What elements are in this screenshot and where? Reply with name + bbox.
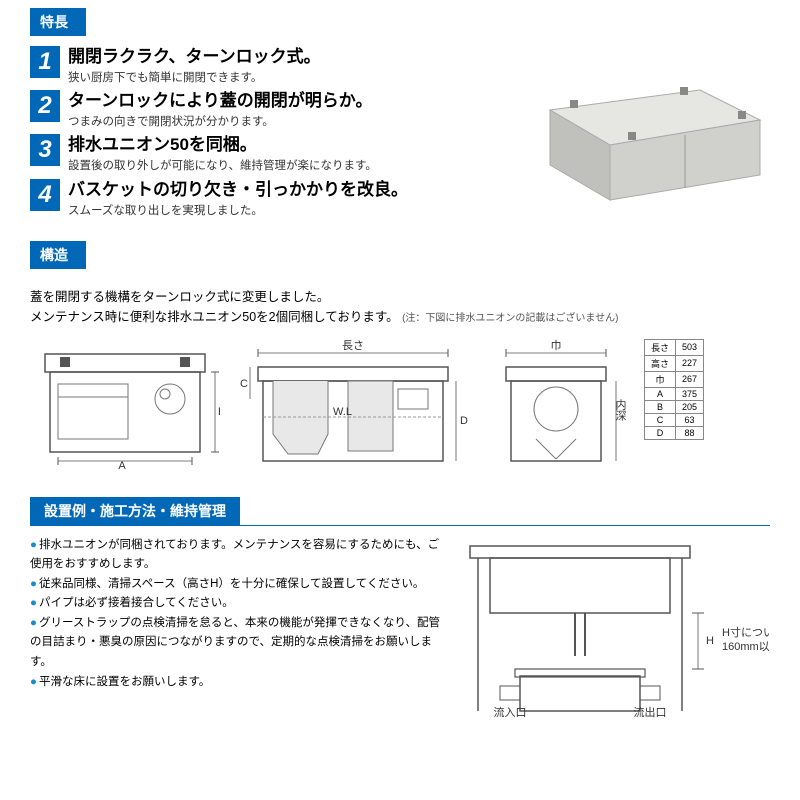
feature-number: 1 bbox=[30, 46, 60, 78]
svg-text:B: B bbox=[218, 406, 220, 418]
table-row: 巾267 bbox=[645, 371, 704, 387]
product-image bbox=[520, 60, 770, 210]
svg-text:160mm以上: 160mm以上 bbox=[722, 640, 770, 653]
table-row: D88 bbox=[645, 426, 704, 439]
table-row: C63 bbox=[645, 413, 704, 426]
svg-text:内深: 内深 bbox=[614, 397, 626, 420]
install-diagram: 流入口 流出口 H H寸について 160mm以上 bbox=[460, 536, 770, 729]
svg-text:流出口: 流出口 bbox=[634, 705, 667, 719]
svg-text:H: H bbox=[706, 635, 714, 647]
table-row: A375 bbox=[645, 387, 704, 400]
structure-line: メンテナンス時に便利な排水ユニオン50を2個同梱しております。 bbox=[30, 310, 399, 324]
svg-text:巾: 巾 bbox=[551, 339, 562, 352]
svg-text:W.L: W.L bbox=[333, 406, 352, 418]
table-row: 高さ227 bbox=[645, 355, 704, 371]
table-row: B205 bbox=[645, 400, 704, 413]
svg-text:D: D bbox=[460, 415, 468, 427]
section-underline bbox=[30, 525, 770, 526]
structure-text: 蓋を開閉する機構をターンロック式に変更しました。 メンテナンス時に便利な排水ユニ… bbox=[30, 287, 770, 327]
svg-text:流入口: 流入口 bbox=[494, 705, 527, 719]
install-bullet: ●グリーストラップの点検清掃を怠ると、本来の機能が発揮できなくなり、配管の目詰ま… bbox=[30, 614, 440, 673]
install-bullet: ●パイプは必ず接着接合してください。 bbox=[30, 594, 440, 614]
section-header-structure: 構造 bbox=[30, 241, 86, 269]
svg-text:C: C bbox=[240, 378, 248, 390]
diagram-side-view: 長さ W.L D C bbox=[238, 339, 468, 479]
install-bullet: ●排水ユニオンが同梱されております。メンテナンスを容易にするためにも、ご使用をお… bbox=[30, 536, 440, 575]
svg-text:長さ: 長さ bbox=[342, 339, 364, 352]
feature-number: 3 bbox=[30, 134, 60, 166]
structure-line: 蓋を開閉する機構をターンロック式に変更しました。 bbox=[30, 287, 770, 307]
install-bullet: ●平滑な床に設置をお願いします。 bbox=[30, 673, 440, 693]
technical-diagrams: A B 長さ W.L D C 巾 内深 bbox=[30, 339, 770, 479]
svg-text:A: A bbox=[118, 460, 126, 469]
install-text: ●排水ユニオンが同梱されております。メンテナンスを容易にするためにも、ご使用をお… bbox=[30, 536, 440, 729]
section-header-install: 設置例・施工方法・維持管理 bbox=[30, 497, 240, 525]
diagram-end-view: 巾 内深 bbox=[486, 339, 626, 479]
table-row: 長さ503 bbox=[645, 339, 704, 355]
structure-note: (注：下図に排水ユニオンの記載はございません) bbox=[402, 313, 618, 324]
section-header-features: 特長 bbox=[30, 8, 86, 36]
svg-text:H寸について: H寸について bbox=[722, 625, 770, 639]
install-section: ●排水ユニオンが同梱されております。メンテナンスを容易にするためにも、ご使用をお… bbox=[30, 536, 770, 729]
feature-number: 4 bbox=[30, 179, 60, 211]
dimension-table: 長さ503 高さ227 巾267 A375 B205 C63 D88 bbox=[644, 339, 704, 440]
diagram-front-view: A B bbox=[30, 339, 220, 469]
feature-number: 2 bbox=[30, 90, 60, 122]
install-bullet: ●従来品同様、清掃スペース（高さH）を十分に確保して設置してください。 bbox=[30, 575, 440, 595]
